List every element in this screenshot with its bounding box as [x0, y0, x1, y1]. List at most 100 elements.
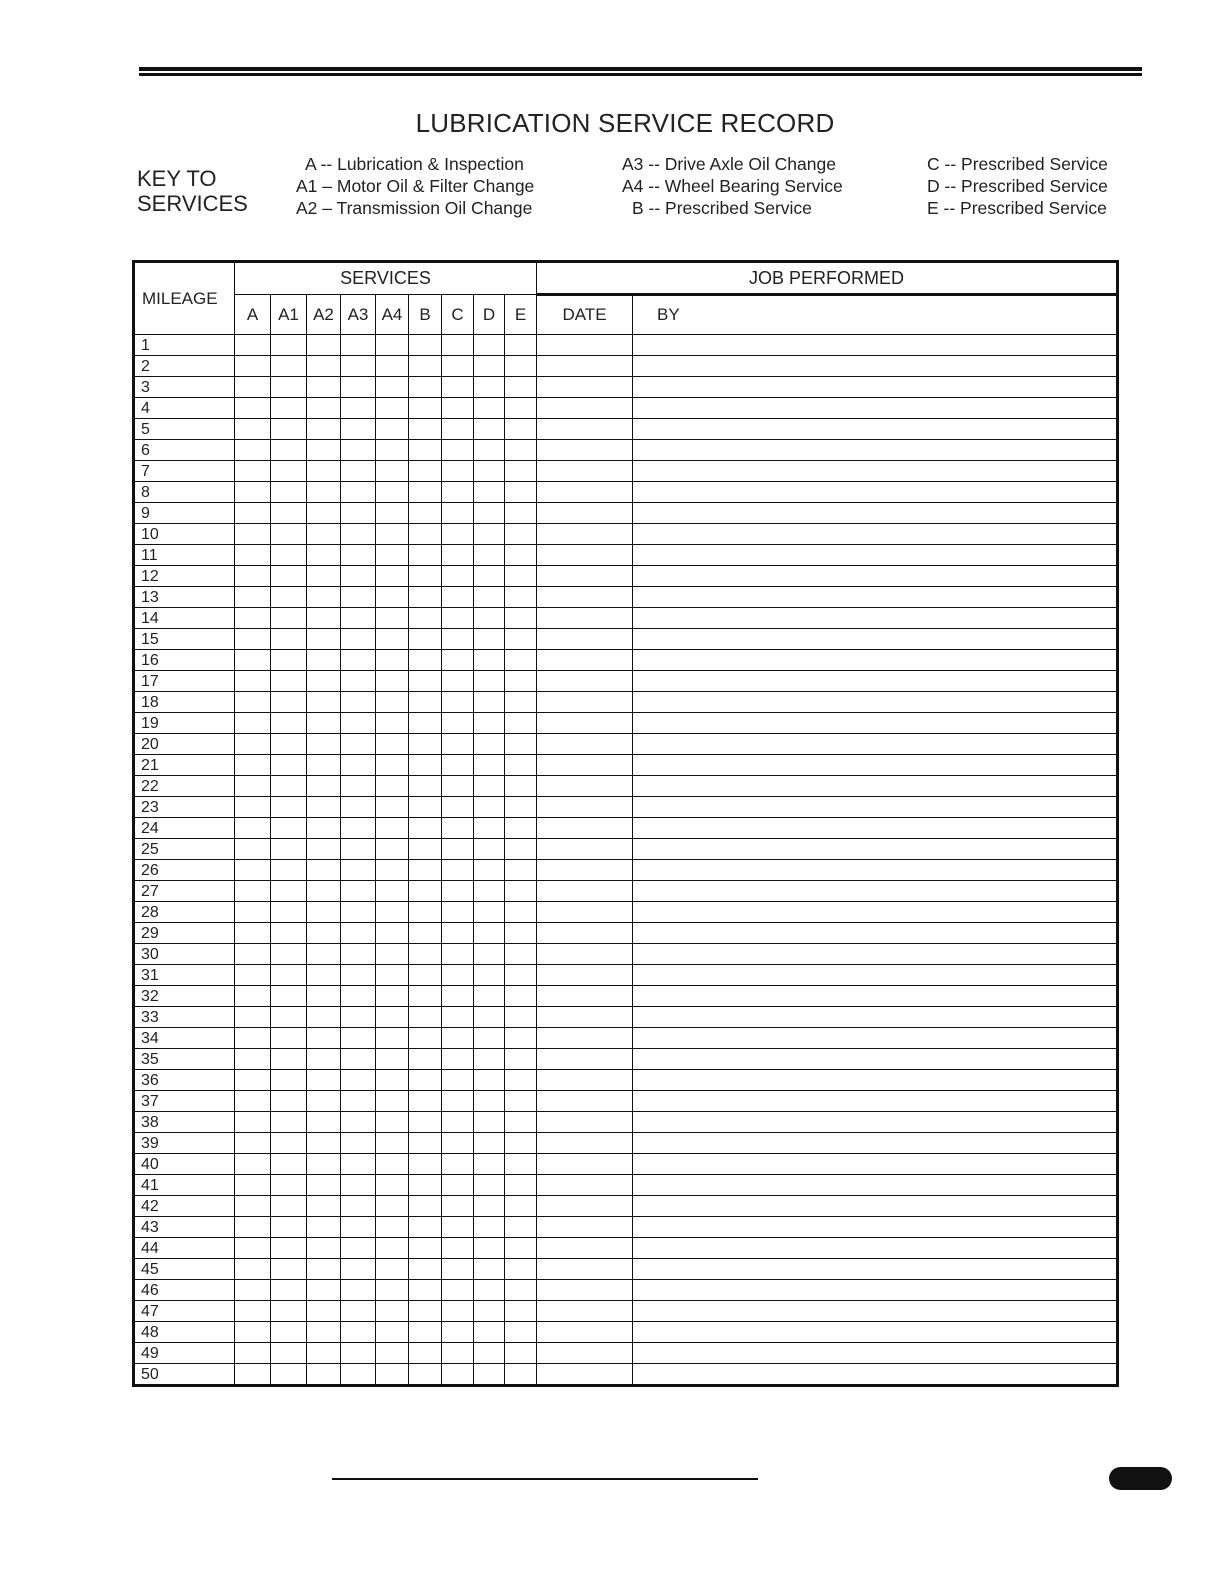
service-cell-e[interactable]	[504, 901, 537, 923]
service-cell-a3[interactable]	[340, 628, 376, 650]
service-cell-e[interactable]	[504, 859, 537, 881]
service-cell-a4[interactable]	[375, 607, 409, 629]
service-cell-c[interactable]	[441, 1006, 474, 1028]
service-cell-d[interactable]	[473, 859, 505, 881]
date-cell[interactable]	[536, 775, 633, 797]
service-cell-d[interactable]	[473, 1048, 505, 1070]
by-cell[interactable]	[632, 1216, 1118, 1238]
service-cell-a2[interactable]	[306, 523, 341, 545]
service-cell-d[interactable]	[473, 1006, 505, 1028]
service-cell-e[interactable]	[504, 1342, 537, 1364]
service-cell-a4[interactable]	[375, 1027, 409, 1049]
service-cell-e[interactable]	[504, 481, 537, 503]
service-cell-a4[interactable]	[375, 1006, 409, 1028]
service-cell-b[interactable]	[408, 1321, 442, 1343]
service-cell-d[interactable]	[473, 418, 505, 440]
service-cell-a2[interactable]	[306, 1237, 341, 1259]
service-cell-a4[interactable]	[375, 1216, 409, 1238]
service-cell-a4[interactable]	[375, 481, 409, 503]
service-cell-e[interactable]	[504, 754, 537, 776]
service-cell-a2[interactable]	[306, 1321, 341, 1343]
service-cell-a1[interactable]	[270, 1300, 307, 1322]
service-cell-c[interactable]	[441, 1216, 474, 1238]
service-cell-a4[interactable]	[375, 1300, 409, 1322]
date-cell[interactable]	[536, 397, 633, 419]
service-cell-c[interactable]	[441, 1090, 474, 1112]
service-cell-a3[interactable]	[340, 439, 376, 461]
service-cell-a4[interactable]	[375, 691, 409, 713]
service-cell-a2[interactable]	[306, 649, 341, 671]
service-cell-a3[interactable]	[340, 397, 376, 419]
date-cell[interactable]	[536, 901, 633, 923]
service-cell-a3[interactable]	[340, 334, 376, 356]
service-cell-a[interactable]	[234, 1300, 271, 1322]
service-cell-d[interactable]	[473, 376, 505, 398]
service-cell-a3[interactable]	[340, 586, 376, 608]
service-cell-a3[interactable]	[340, 544, 376, 566]
service-cell-a1[interactable]	[270, 1342, 307, 1364]
service-cell-a1[interactable]	[270, 859, 307, 881]
service-cell-b[interactable]	[408, 418, 442, 440]
service-cell-a4[interactable]	[375, 1069, 409, 1091]
by-cell[interactable]	[632, 502, 1118, 524]
service-cell-a4[interactable]	[375, 649, 409, 671]
by-cell[interactable]	[632, 1321, 1118, 1343]
service-cell-b[interactable]	[408, 733, 442, 755]
service-cell-b[interactable]	[408, 1279, 442, 1301]
date-cell[interactable]	[536, 586, 633, 608]
service-cell-a2[interactable]	[306, 1111, 341, 1133]
service-cell-a4[interactable]	[375, 859, 409, 881]
service-cell-a1[interactable]	[270, 1006, 307, 1028]
service-cell-a4[interactable]	[375, 1132, 409, 1154]
service-cell-a1[interactable]	[270, 1195, 307, 1217]
service-cell-a2[interactable]	[306, 334, 341, 356]
service-cell-b[interactable]	[408, 964, 442, 986]
service-cell-e[interactable]	[504, 796, 537, 818]
service-cell-e[interactable]	[504, 565, 537, 587]
by-cell[interactable]	[632, 1006, 1118, 1028]
service-cell-a4[interactable]	[375, 1363, 409, 1386]
service-cell-e[interactable]	[504, 1048, 537, 1070]
service-cell-c[interactable]	[441, 460, 474, 482]
service-cell-a3[interactable]	[340, 418, 376, 440]
service-cell-e[interactable]	[504, 460, 537, 482]
date-cell[interactable]	[536, 565, 633, 587]
service-cell-b[interactable]	[408, 1363, 442, 1386]
service-cell-a3[interactable]	[340, 733, 376, 755]
service-cell-a1[interactable]	[270, 1090, 307, 1112]
service-cell-a3[interactable]	[340, 838, 376, 860]
service-cell-d[interactable]	[473, 1363, 505, 1386]
date-cell[interactable]	[536, 1342, 633, 1364]
service-cell-a[interactable]	[234, 691, 271, 713]
service-cell-a1[interactable]	[270, 586, 307, 608]
service-cell-a1[interactable]	[270, 943, 307, 965]
service-cell-a3[interactable]	[340, 1216, 376, 1238]
service-cell-b[interactable]	[408, 922, 442, 944]
service-cell-a3[interactable]	[340, 754, 376, 776]
service-cell-b[interactable]	[408, 1111, 442, 1133]
service-cell-a3[interactable]	[340, 1027, 376, 1049]
service-cell-d[interactable]	[473, 1279, 505, 1301]
service-cell-c[interactable]	[441, 565, 474, 587]
service-cell-b[interactable]	[408, 397, 442, 419]
service-cell-a4[interactable]	[375, 670, 409, 692]
service-cell-a3[interactable]	[340, 1090, 376, 1112]
service-cell-d[interactable]	[473, 775, 505, 797]
service-cell-a4[interactable]	[375, 586, 409, 608]
service-cell-a1[interactable]	[270, 838, 307, 860]
service-cell-a1[interactable]	[270, 1363, 307, 1386]
service-cell-a4[interactable]	[375, 1237, 409, 1259]
service-cell-a2[interactable]	[306, 964, 341, 986]
date-cell[interactable]	[536, 544, 633, 566]
service-cell-c[interactable]	[441, 523, 474, 545]
service-cell-a4[interactable]	[375, 565, 409, 587]
service-cell-a2[interactable]	[306, 418, 341, 440]
service-cell-a[interactable]	[234, 1090, 271, 1112]
service-cell-a1[interactable]	[270, 775, 307, 797]
service-cell-a[interactable]	[234, 985, 271, 1007]
service-cell-a1[interactable]	[270, 439, 307, 461]
by-cell[interactable]	[632, 838, 1118, 860]
service-cell-a1[interactable]	[270, 1153, 307, 1175]
service-cell-e[interactable]	[504, 1216, 537, 1238]
service-cell-d[interactable]	[473, 355, 505, 377]
